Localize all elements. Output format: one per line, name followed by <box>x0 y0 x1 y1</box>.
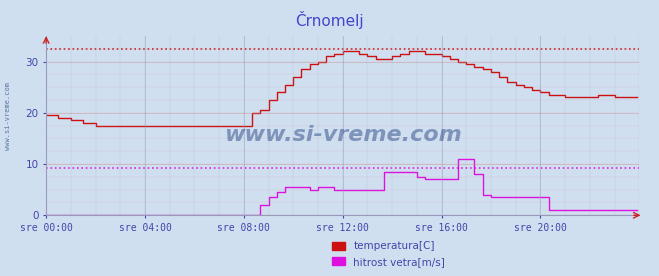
Text: www.si-vreme.com: www.si-vreme.com <box>224 124 461 145</box>
Text: Črnomelj: Črnomelj <box>295 11 364 29</box>
Text: www.si-vreme.com: www.si-vreme.com <box>5 82 11 150</box>
Legend: temperatura[C], hitrost vetra[m/s]: temperatura[C], hitrost vetra[m/s] <box>328 237 449 271</box>
